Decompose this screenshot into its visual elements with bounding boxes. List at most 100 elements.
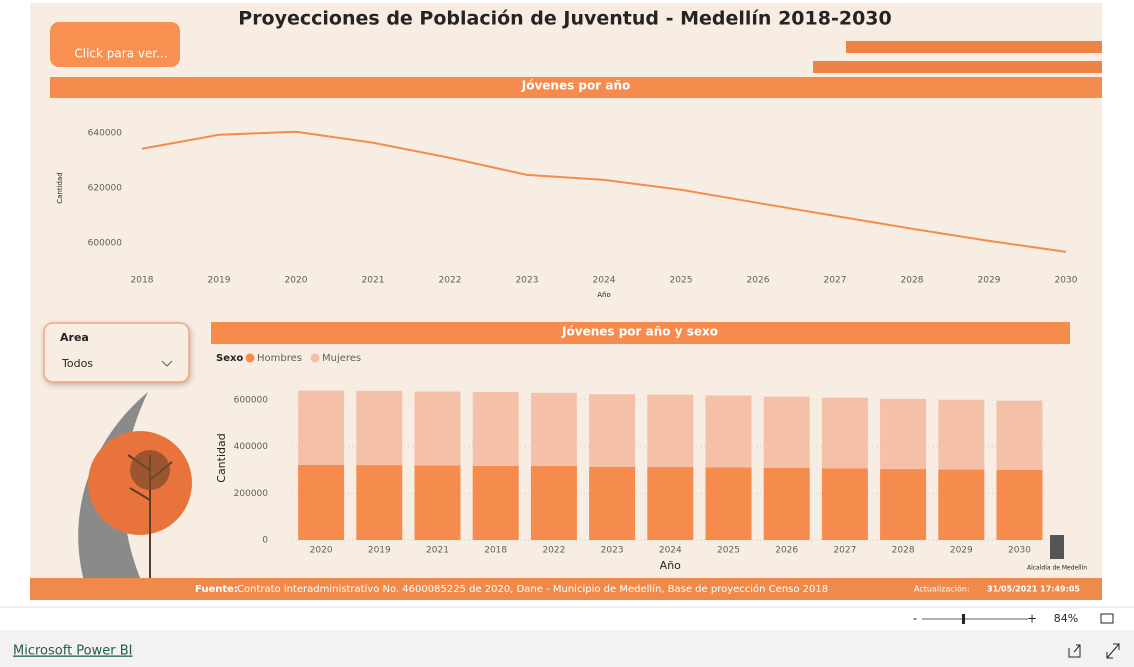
x-tick-label: 2029 xyxy=(978,276,1001,286)
x-tick-label: 2030 xyxy=(1055,276,1078,286)
decor-bar xyxy=(846,41,1102,53)
x-tick-label: 2024 xyxy=(659,546,682,556)
zoom-level: 84% xyxy=(1054,612,1078,625)
bar xyxy=(880,469,927,540)
slicer-value[interactable]: Todos xyxy=(61,357,93,370)
legend-marker xyxy=(245,353,255,363)
x-tick-label: 2023 xyxy=(601,546,624,556)
y-tick-label: 600000 xyxy=(88,238,123,248)
bar xyxy=(298,464,345,540)
x-tick-label: 2020 xyxy=(285,276,308,286)
fullscreen-icon[interactable] xyxy=(1106,643,1120,659)
x-tick-label: 2018 xyxy=(484,546,507,556)
x-tick-label: 2019 xyxy=(208,276,231,286)
zoom-out[interactable]: - xyxy=(913,612,917,626)
bottom-bar xyxy=(0,630,1134,667)
zoom-thumb[interactable] xyxy=(962,614,965,624)
decor-bar xyxy=(813,61,1102,73)
y-tick-label: 0 xyxy=(262,536,268,546)
footer-bar xyxy=(30,578,1102,600)
share-icon[interactable] xyxy=(1068,644,1081,658)
x-tick-label: 2020 xyxy=(310,546,333,556)
logo-text: Alcaldía de Medellín xyxy=(1027,565,1087,572)
bar xyxy=(589,466,636,540)
section-header xyxy=(50,77,1102,98)
y-tick-label: 400000 xyxy=(234,442,269,452)
x-axis-label: Año xyxy=(597,291,611,299)
button-label[interactable]: Click para ver... xyxy=(74,47,167,61)
bar xyxy=(356,465,403,540)
bar xyxy=(821,397,868,469)
update-label: Actualización: xyxy=(914,584,970,594)
y-tick-label: 200000 xyxy=(234,489,269,499)
bar xyxy=(647,394,694,467)
update-value: 31/05/2021 17:49:05 xyxy=(987,585,1080,594)
x-tick-label: 2025 xyxy=(670,276,693,286)
bar xyxy=(880,398,927,470)
x-tick-label: 2030 xyxy=(1008,546,1031,556)
bar xyxy=(996,470,1043,540)
x-tick-label: 2028 xyxy=(901,276,924,286)
logo-icon xyxy=(1050,535,1064,559)
x-tick-label: 2022 xyxy=(439,276,462,286)
bar xyxy=(705,395,752,468)
tree-crown xyxy=(130,450,170,490)
x-tick-label: 2025 xyxy=(717,546,740,556)
y-tick-label: 600000 xyxy=(234,396,269,406)
slicer-label: Area xyxy=(60,331,89,344)
fit-icon[interactable] xyxy=(1100,613,1114,624)
legend-label: Mujeres xyxy=(322,353,361,364)
bar xyxy=(938,399,985,470)
line xyxy=(141,130,1067,253)
slicer[interactable] xyxy=(43,322,190,383)
bar xyxy=(647,466,694,540)
x-tick-label: 2019 xyxy=(368,546,391,556)
x-tick-label: 2021 xyxy=(426,546,449,556)
bar xyxy=(472,465,519,540)
bar xyxy=(530,466,577,540)
legend-marker xyxy=(310,353,320,363)
bar xyxy=(414,465,461,540)
chart-title: Jóvenes por año xyxy=(521,79,631,93)
bar xyxy=(705,467,752,540)
legend-title: Sexo xyxy=(216,353,243,364)
x-tick-label: 2018 xyxy=(131,276,154,286)
legend-label: Hombres xyxy=(257,353,302,364)
y-tick-label: 640000 xyxy=(88,128,123,138)
source-text: Contrato interadministrativo No. 4600085… xyxy=(237,583,828,595)
x-tick-label: 2027 xyxy=(833,546,856,556)
bar xyxy=(996,400,1043,470)
bar xyxy=(356,390,403,466)
report-title: Proyecciones de Población de Juventud - … xyxy=(238,8,891,30)
x-tick-label: 2026 xyxy=(747,276,770,286)
bar xyxy=(472,392,519,466)
bar xyxy=(821,468,868,540)
x-tick-label: 2023 xyxy=(516,276,539,286)
y-axis-label: Cantidad xyxy=(215,433,228,482)
chevron[interactable] xyxy=(161,360,173,367)
bar xyxy=(589,394,636,467)
x-tick-label: 2024 xyxy=(593,276,616,286)
bar xyxy=(938,469,985,540)
section-header xyxy=(211,322,1070,344)
button[interactable] xyxy=(50,22,180,67)
bar xyxy=(414,391,461,466)
x-tick-label: 2021 xyxy=(362,276,385,286)
x-axis-label: Año xyxy=(660,559,681,572)
chart-title: Jóvenes por año y sexo xyxy=(561,325,718,339)
x-tick-label: 2028 xyxy=(892,546,915,556)
x-tick-label: 2027 xyxy=(824,276,847,286)
y-tick-label: 620000 xyxy=(88,183,123,193)
y-axis-label: Cantidad xyxy=(56,172,64,203)
zoom-in[interactable]: + xyxy=(1027,612,1037,626)
x-tick-label: 2022 xyxy=(542,546,565,556)
x-tick-label: 2026 xyxy=(775,546,798,556)
bar xyxy=(530,392,577,467)
bar xyxy=(298,390,345,465)
x-tick-label: 2029 xyxy=(950,546,973,556)
brand-link[interactable]: Microsoft Power BI xyxy=(13,644,132,659)
source-label: Fuente: xyxy=(195,584,238,595)
bar xyxy=(763,396,810,468)
